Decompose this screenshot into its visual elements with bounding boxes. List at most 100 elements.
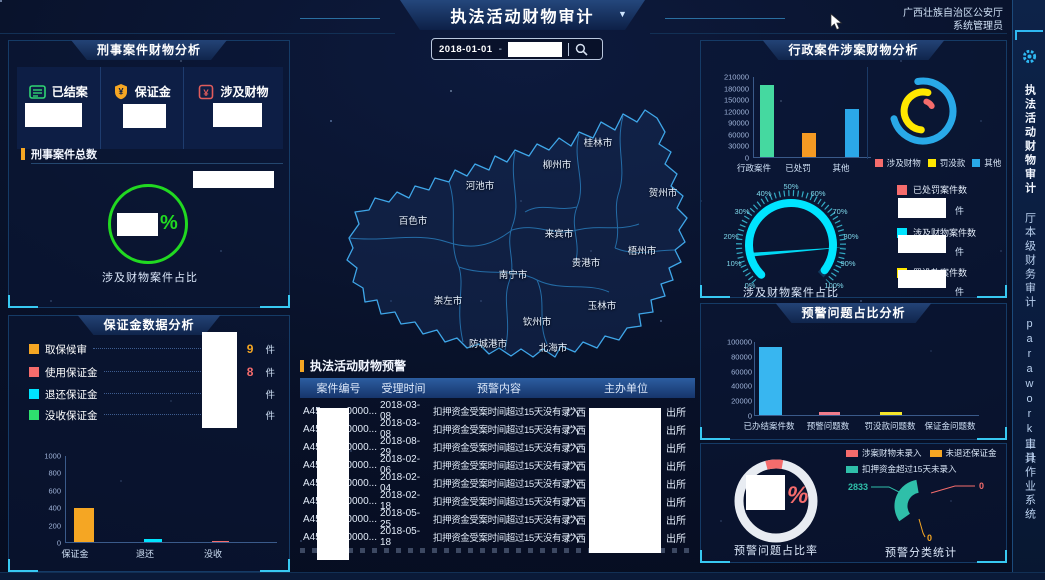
legend-swatch [29,389,39,399]
search-icon[interactable] [575,43,588,56]
table-row[interactable]: A45 0000... 2018-03-08 扣押资金受案时间超过15天没有录入 … [300,418,695,440]
gear-icon[interactable] [1021,48,1038,65]
map-city-yulin[interactable]: 玉林市 [587,301,617,312]
map-city-hechi[interactable]: 河池市 [465,181,495,192]
cell-org: 广西 出所 [566,461,686,473]
plot-area [754,342,979,416]
svg-text:¥: ¥ [204,87,210,98]
table-row[interactable]: A45 0000... 2018-08-29 扣押资金受案时间超过15天没有录入 … [300,436,695,458]
map-city-liuzhou[interactable]: 柳州市 [542,160,572,171]
percent-sign: % [787,482,809,509]
stat-closed-cases: 已结案 [17,67,101,149]
section-marker [21,148,25,160]
redaction-box [25,103,82,127]
bar-famokuan [880,412,902,415]
chart-divider [867,67,868,159]
panel-warn-ratio: 预警问题占比分析 0 20000 40000 60000 80000 10000… [700,303,1007,440]
col-header-date[interactable]: 受理时间 [381,383,426,395]
deco-line [0,33,395,34]
x-label: 已处罚 [785,163,811,173]
table-header-row: 案件编号 受理时间 预警内容 主办单位 [300,378,695,398]
svg-text:90%: 90% [840,259,855,268]
redaction-box [898,235,946,253]
map-city-hezhou[interactable]: 贺州市 [648,188,678,199]
bar-tuihuan [144,539,162,542]
cell-content: 扣押资金受案时间超过15天没有录入 [433,479,580,490]
map-outline [346,109,688,358]
callout-value: 0 [979,481,984,491]
y-tick: 600 [48,486,61,496]
map-city-laibin[interactable]: 来宾市 [544,229,574,240]
y-tick: 60000 [731,367,752,377]
svg-text:100%: 100% [824,281,844,289]
sidebar-item-parawork-tool[interactable]: parawork工具 [1023,318,1036,466]
x-label: 保证金问题数 [924,421,976,431]
table-row[interactable]: A45 0000... 2018-05-18 扣押资金受案时间超过15天没有录入 … [300,526,695,548]
y-tick: 150000 [723,95,749,105]
date-range-control[interactable]: 2018-01-01 - [431,38,603,60]
y-tick: 20000 [731,396,752,406]
y-tick: 1000 [44,451,61,461]
sidebar-item-audit-work-system[interactable]: 审计作业系统 [1023,438,1036,522]
legend-value: 9 [246,342,254,356]
pie-caption: 预警分类统计 [885,547,957,559]
col-header-content[interactable]: 预警内容 [477,383,521,395]
map-inner-borders [348,115,676,351]
y-tick: 90000 [728,118,749,128]
x-label: 行政案件 [736,163,771,173]
sidebar-item-current-audit[interactable]: 执法活动财物审计 [1023,84,1036,196]
panel-criminal-title: 刑事案件财物分析 [71,40,227,60]
criminal-gauge-caption: 涉及财物案件占比 [102,272,198,284]
map-city-nanning[interactable]: 南宁市 [498,270,528,281]
map-city-guigang[interactable]: 贵港市 [571,258,601,269]
table-row[interactable]: A45 0000... 2018-02-06 扣押资金受案时间超过15天没有录入 … [300,454,695,476]
legend-label: 使用保证金 [45,366,98,379]
bar-baozhengjin [74,507,94,542]
cell-case: A45 0000... [303,405,377,417]
involved-gauge: 0% 10% 20% 30% 40% 50% 60% 70% 80% 90% 1… [723,182,858,289]
y-tick: 400 [48,503,61,513]
y-tick: 120000 [723,107,749,117]
map-city-qinzhou[interactable]: 钦州市 [522,317,552,328]
sidebar-item-dept-finance-audit[interactable]: 厅本级财务审计 [1023,212,1036,310]
svg-text:80%: 80% [843,232,858,241]
map-city-baise[interactable]: 百色市 [398,216,428,227]
svg-text:10%: 10% [726,259,741,268]
table-row[interactable]: A45 0000... 2018-02-04 扣押资金受案时间超过15天没有录入 … [300,472,695,494]
table-row[interactable]: A45 0000... 2018-03-08 扣押资金受案时间超过15天没有录入 … [300,400,695,422]
deco-line [300,18,380,19]
donut-caption: 预警问题占比率 [734,545,818,557]
panel-admin-title: 行政案件涉案财物分析 [762,40,944,60]
control-divider [567,42,569,56]
col-header-case[interactable]: 案件编号 [316,383,361,395]
y-tick: 800 [48,468,61,478]
table-row[interactable]: A45 0000... 2018-02-18 扣押资金受案时间超过15天没有录入 … [300,490,695,512]
map-city-guilin[interactable]: 桂林市 [583,138,613,149]
deposit-bar-chart: 0 200 400 600 800 1000 保证金 退还 没收 [25,446,283,564]
map-city-beihai[interactable]: 北海市 [538,343,568,354]
cell-date: 2018-02-06 [380,454,421,476]
page-title: 执法活动财物审计 [450,9,595,26]
admin-rings-chart [890,77,957,145]
legend-label: 没收保证金 [45,409,98,422]
cell-case: A45 0000... [303,531,377,543]
legend-item: 涉及财物案件数 [897,226,1003,239]
map-city-fangchenggang[interactable]: 防城港市 [468,339,508,350]
map-city-chongzuo[interactable]: 崇左市 [433,296,463,307]
panel-deposit-title: 保证金数据分析 [77,315,220,335]
col-header-org[interactable]: 主办单位 [604,383,648,395]
gauge-caption: 涉及财物案件占比 [743,287,839,299]
chevron-down-icon[interactable]: ▼ [618,9,627,19]
section-marker [300,359,304,372]
svg-text:50%: 50% [783,182,798,191]
deposit-legend-row: 没收保证金 件 [29,408,275,422]
date-start-value[interactable]: 2018-01-01 [439,43,493,55]
legend-swatch [929,449,942,457]
warn-bar-chart: 0 20000 40000 60000 80000 100000 已办结案件数 … [709,338,999,436]
plot-area [65,456,277,543]
table-row[interactable]: A45 0000... 2018-05-25 扣押资金受案时间超过15天没有录入 … [300,508,695,530]
closed-case-icon [28,84,46,99]
warning-table-title: 执法活动财物预警 [310,359,407,373]
map-city-wuzhou[interactable]: 梧州市 [627,246,657,257]
